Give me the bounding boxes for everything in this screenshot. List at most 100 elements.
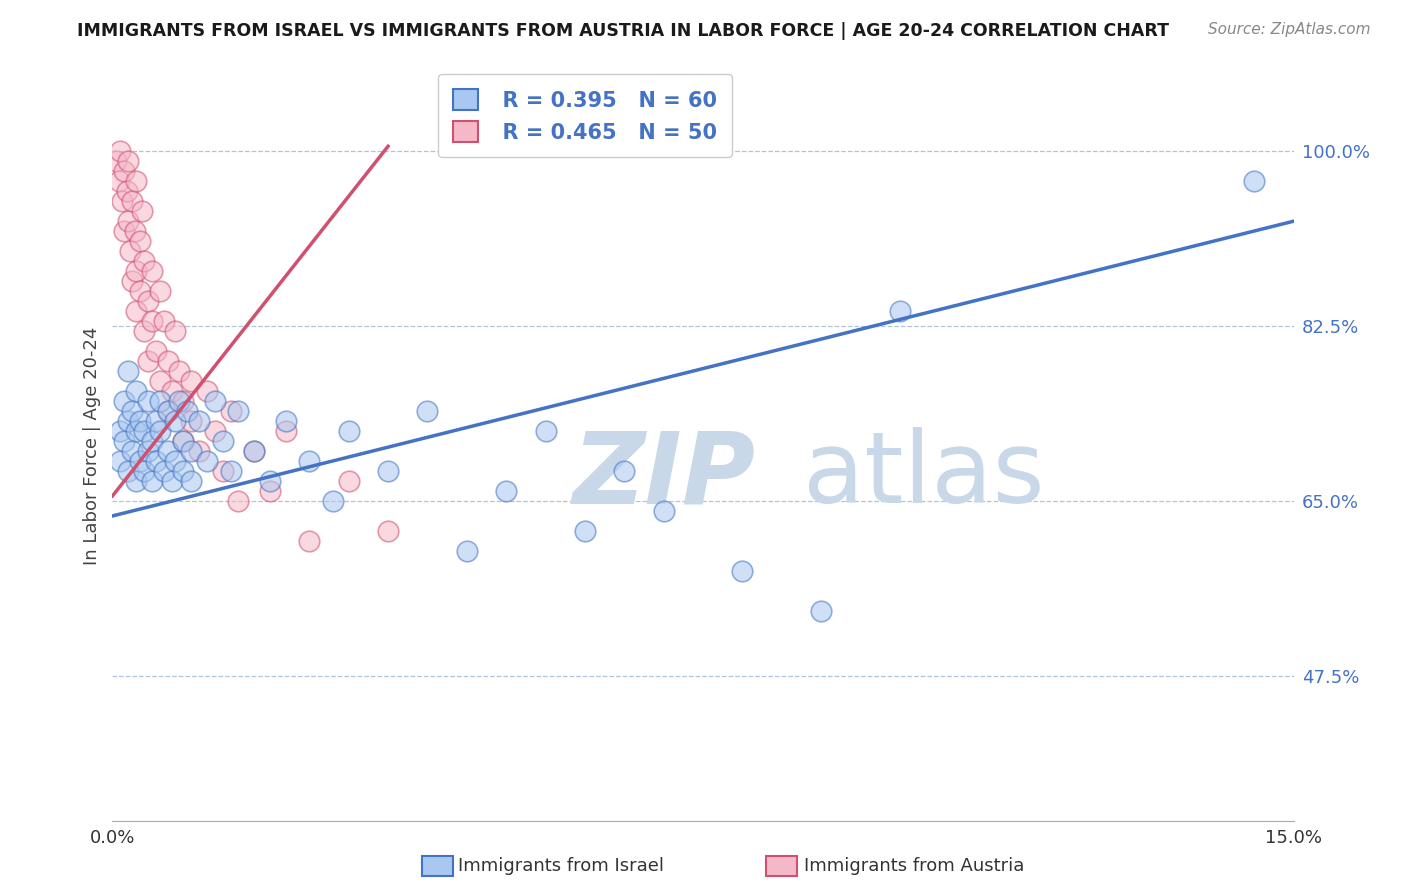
Point (145, 344, 167, 359)
Point (204, 424, 226, 438)
Point (121, 194, 143, 209)
Point (131, 204, 153, 219)
Point (180, 444, 202, 458)
Point (125, 264, 148, 278)
Point (377, 524, 399, 538)
Point (149, 424, 172, 438)
Y-axis label: In Labor Force | Age 20-24: In Labor Force | Age 20-24 (83, 326, 101, 566)
Point (110, 454, 132, 468)
Point (121, 444, 143, 458)
Point (107, 174, 129, 188)
Point (259, 483, 281, 498)
Point (125, 424, 148, 438)
Point (145, 454, 167, 468)
Point (132, 424, 155, 438)
Point (112, 394, 135, 409)
Point (118, 244, 141, 259)
Point (180, 374, 202, 388)
Point (132, 464, 155, 478)
Point (165, 454, 187, 468)
Point (121, 404, 143, 418)
Point (115, 184, 138, 198)
Point (110, 424, 132, 438)
Point (129, 414, 152, 428)
Point (204, 394, 226, 409)
Point (136, 354, 159, 368)
Point (105, 154, 128, 169)
Point (129, 234, 152, 248)
Point (129, 454, 152, 468)
Point (125, 304, 148, 318)
Text: Source: ZipAtlas.com: Source: ZipAtlas.com (1208, 22, 1371, 37)
Point (132, 324, 155, 338)
Point (141, 264, 163, 278)
Point (195, 454, 218, 468)
Point (810, 604, 832, 618)
Point (152, 314, 174, 328)
Point (172, 464, 194, 478)
Point (169, 394, 191, 409)
Point (172, 394, 194, 409)
Text: Immigrants from Austria: Immigrants from Austria (804, 857, 1025, 875)
Point (274, 424, 297, 438)
Point (169, 364, 191, 378)
Point (165, 324, 187, 338)
Point (112, 224, 135, 238)
Point (456, 544, 478, 558)
Point (243, 444, 266, 458)
Point (160, 474, 183, 488)
Point (132, 254, 155, 268)
Point (337, 474, 360, 488)
Point (180, 414, 202, 428)
Point (172, 434, 194, 448)
Point (889, 304, 911, 318)
Point (165, 414, 187, 428)
Point (534, 424, 557, 438)
Point (156, 404, 179, 418)
Point (652, 504, 675, 518)
Point (228, 404, 250, 418)
Point (149, 284, 172, 298)
Point (243, 444, 266, 458)
Point (322, 494, 344, 508)
Point (219, 404, 242, 418)
Point (152, 464, 174, 478)
Point (211, 434, 233, 448)
Point (129, 284, 152, 298)
Point (145, 414, 167, 428)
Point (298, 533, 321, 548)
Point (136, 444, 159, 458)
Point (117, 464, 139, 478)
Point (259, 474, 281, 488)
Point (117, 214, 139, 228)
Point (188, 444, 211, 458)
Point (117, 154, 139, 169)
Point (228, 494, 250, 508)
Point (141, 314, 163, 328)
Point (172, 434, 194, 448)
Point (156, 404, 179, 418)
Point (141, 434, 163, 448)
Point (180, 474, 202, 488)
Point (1243, 174, 1265, 188)
Point (274, 414, 297, 428)
Point (337, 424, 360, 438)
Point (298, 454, 321, 468)
Point (176, 404, 198, 418)
Text: atlas: atlas (803, 427, 1045, 524)
Point (149, 374, 172, 388)
Point (495, 483, 517, 498)
Point (125, 174, 148, 188)
Point (125, 384, 148, 398)
Point (211, 464, 233, 478)
Point (731, 564, 754, 578)
Point (195, 384, 218, 398)
Point (111, 194, 134, 209)
Point (377, 464, 399, 478)
Point (149, 394, 172, 409)
Point (136, 294, 159, 309)
Point (136, 394, 159, 409)
Point (156, 354, 179, 368)
Legend:   R = 0.395   N = 60,   R = 0.465   N = 50: R = 0.395 N = 60, R = 0.465 N = 50 (439, 74, 731, 157)
Point (219, 464, 242, 478)
